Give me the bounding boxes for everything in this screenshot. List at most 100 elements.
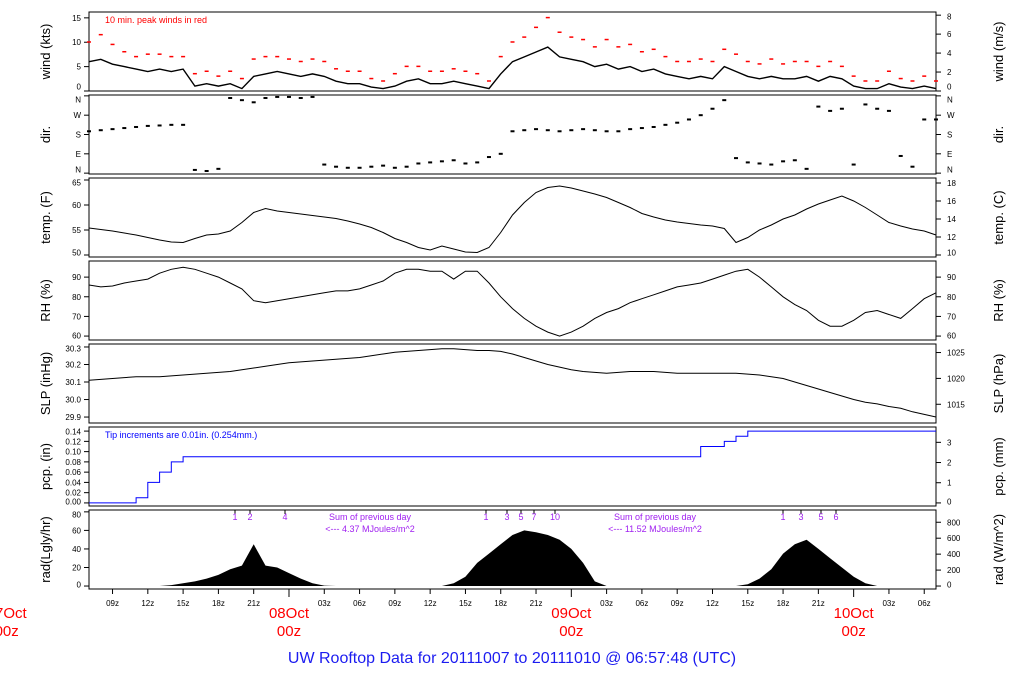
- right-tick-label: N: [947, 166, 953, 175]
- y-axis-right-label-dir: dir.: [991, 126, 1006, 143]
- x-tick-label: 03z: [600, 599, 613, 608]
- wind-annotation: 10 min. peak winds in red: [105, 15, 207, 25]
- y-axis-label-slp: SLP (inHg): [38, 352, 53, 415]
- hour-marker-label: 3: [798, 512, 803, 522]
- left-tick-label: 0.12: [65, 437, 81, 446]
- left-tick-label: 0: [77, 581, 82, 590]
- right-tick-label: 60: [947, 332, 956, 341]
- left-tick-label: N: [75, 96, 81, 105]
- right-tick-label: 0: [947, 498, 952, 507]
- peak-wind-point: [463, 70, 468, 72]
- left-tick-label: 65: [72, 179, 81, 188]
- direction-point: [192, 168, 197, 171]
- y-axis-right-label-pcp: pcp. (mm): [991, 437, 1006, 496]
- panel-frame-temp: [88, 177, 937, 258]
- direction-point: [145, 124, 150, 127]
- direction-point: [616, 130, 621, 133]
- radiation-sum-value: <--- 11.52 MJoules/m^2: [608, 524, 702, 534]
- right-tick-label: 8: [947, 13, 952, 22]
- hour-marker-label: 7: [531, 512, 536, 522]
- radiation-sum-label: Sum of previous day: [614, 512, 697, 522]
- direction-point: [910, 165, 915, 168]
- peak-wind-point: [710, 60, 715, 63]
- peak-wind-point: [651, 48, 656, 51]
- direction-point: [604, 130, 609, 133]
- peak-wind-point: [745, 60, 750, 63]
- chart-title: UW Rooftop Data for 20111007 to 20111010…: [287, 650, 737, 667]
- y-axis-label-rh: RH (%): [38, 279, 53, 322]
- hour-marker-label: 1: [232, 512, 237, 522]
- right-tick-label: 6: [947, 30, 952, 39]
- left-tick-label: 30.2: [65, 360, 81, 369]
- peak-wind-point: [628, 43, 633, 46]
- hour-marker-label: 3: [504, 512, 509, 522]
- x-tick-label: 18z: [212, 599, 225, 608]
- radiation-sum-label: Sum of previous day: [329, 512, 412, 522]
- direction-point: [792, 159, 797, 162]
- x-tick-label: 06z: [353, 599, 366, 608]
- peak-wind-point: [157, 53, 162, 55]
- peak-wind-point: [334, 68, 339, 70]
- y-axis-label-rad: rad(Lgly/hr): [38, 516, 53, 582]
- peak-wind-point: [545, 16, 550, 19]
- day-hour-label: 00z: [277, 623, 301, 640]
- left-tick-label: 0.02: [65, 489, 81, 498]
- direction-point: [392, 166, 397, 169]
- peak-wind-point: [98, 33, 103, 36]
- chart: 0 5 10 15 0 2 4 6 8 wind (kts) wind (m/s) 10 min. p…: [0, 11, 1006, 667]
- left-tick-label: 0.08: [65, 458, 81, 467]
- direction-point: [228, 97, 233, 100]
- pcp-annotation: Tip increments are 0.01in. (0.254mm.): [105, 430, 257, 440]
- peak-wind-point: [475, 72, 480, 75]
- direction-point: [286, 95, 291, 98]
- peak-wind-point: [486, 80, 491, 82]
- peak-wind-point: [263, 55, 268, 58]
- precipitation-line: [89, 430, 936, 504]
- direction-point: [816, 105, 821, 108]
- direction-point: [381, 164, 386, 167]
- direction-point: [98, 129, 103, 132]
- x-tick-label: 06z: [918, 599, 931, 608]
- right-tick-label: 12: [947, 233, 956, 242]
- direction-point: [475, 161, 480, 164]
- direction-point: [745, 161, 750, 164]
- peak-wind-point: [604, 38, 609, 41]
- day-hour-label: 00z: [842, 623, 866, 640]
- right-tick-label: E: [947, 150, 952, 159]
- direction-point: [651, 125, 656, 128]
- peak-wind-point: [87, 41, 91, 43]
- peak-wind-point: [781, 63, 786, 65]
- direction-point: [757, 162, 762, 165]
- peak-wind-point: [404, 65, 409, 68]
- peak-wind-point: [439, 70, 444, 72]
- direction-point: [922, 118, 927, 121]
- x-tick-label: 03z: [318, 599, 331, 608]
- left-tick-label: 55: [72, 226, 81, 235]
- day-hour-label: 00z: [0, 623, 19, 640]
- direction-point: [569, 129, 574, 132]
- x-tick-label: 21z: [530, 599, 543, 608]
- direction-point: [839, 107, 844, 110]
- direction-point: [781, 160, 786, 163]
- x-tick-label: 09z: [388, 599, 401, 608]
- right-tick-label: 0: [947, 83, 952, 92]
- right-tick-label: 1025: [947, 349, 965, 358]
- right-tick-label: 600: [947, 534, 961, 543]
- slp-line: [88, 348, 937, 418]
- direction-point: [404, 165, 409, 168]
- direction-point: [498, 152, 503, 155]
- peak-wind-point: [451, 68, 456, 70]
- panel-frame-rad: [88, 509, 937, 590]
- right-tick-label: 80: [947, 293, 956, 302]
- panel-frame-pcp: [88, 426, 937, 507]
- direction-point: [416, 162, 421, 165]
- left-tick-label: 0: [77, 83, 82, 92]
- direction-point: [710, 107, 715, 110]
- peak-wind-point: [875, 80, 880, 82]
- x-tick-label: 06z: [635, 599, 648, 608]
- direction-point: [534, 128, 539, 131]
- peak-wind-point: [392, 72, 397, 75]
- right-tick-label: 10: [947, 249, 956, 258]
- left-tick-label: 80: [72, 293, 81, 302]
- panel-frame-wind: [88, 11, 937, 92]
